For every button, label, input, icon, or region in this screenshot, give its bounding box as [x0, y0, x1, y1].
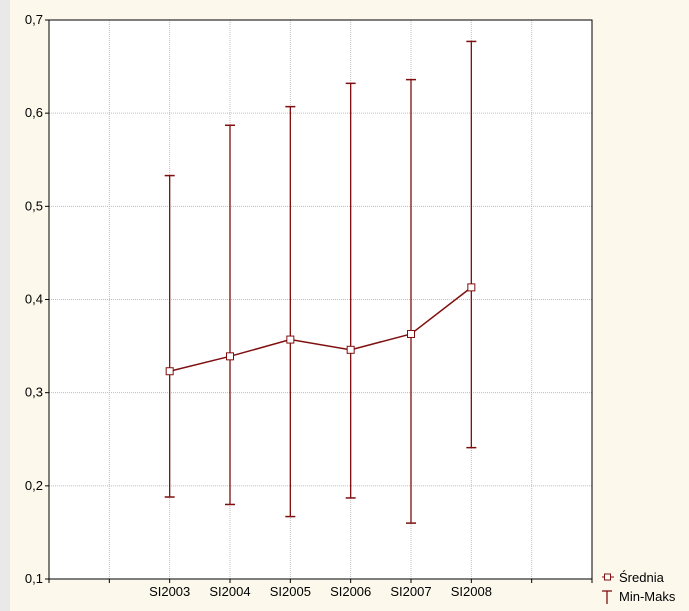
mean-series-points [165, 283, 476, 376]
y-tick-label: 0,6 [25, 105, 43, 120]
mean-point [226, 352, 234, 361]
y-tick-label: 0,7 [25, 12, 43, 27]
min-max-series [164, 40, 477, 524]
mean-point [407, 329, 415, 338]
plot-frame [48, 19, 593, 580]
y-tick-label: 0,4 [25, 292, 43, 307]
x-axis: SI2003 SI2004 SI2005 SI2006 SI2007 SI2008 [48, 579, 593, 599]
x-tick-label: SI2006 [330, 584, 371, 599]
x-tick-label: SI2004 [209, 584, 250, 599]
legend: Średnia Min-Maks [602, 570, 676, 604]
mean-point [165, 367, 174, 376]
legend-mean-label: Średnia [619, 570, 665, 585]
x-tick-label: SI2007 [390, 584, 431, 599]
x-tick-label: SI2003 [149, 584, 190, 599]
x-tick-label: SI2008 [451, 584, 492, 599]
plot-area [49, 20, 592, 579]
grid [49, 20, 592, 579]
mean-series-line [169, 286, 472, 372]
mean-point [286, 335, 295, 344]
y-axis: 0,1 0,2 0,3 0,4 0,5 0,6 0,7 [25, 12, 49, 586]
left-border-strip [0, 0, 10, 611]
legend-mean-marker [604, 573, 611, 581]
mean-point [467, 283, 476, 292]
legend-minmax-label: Min-Maks [619, 589, 676, 604]
y-tick-label: 0,1 [25, 571, 43, 586]
x-tick-label: SI2005 [270, 584, 311, 599]
y-tick-label: 0,5 [25, 198, 43, 213]
mean-point [346, 345, 355, 354]
y-tick-label: 0,3 [25, 385, 43, 400]
y-tick-label: 0,2 [25, 478, 43, 493]
